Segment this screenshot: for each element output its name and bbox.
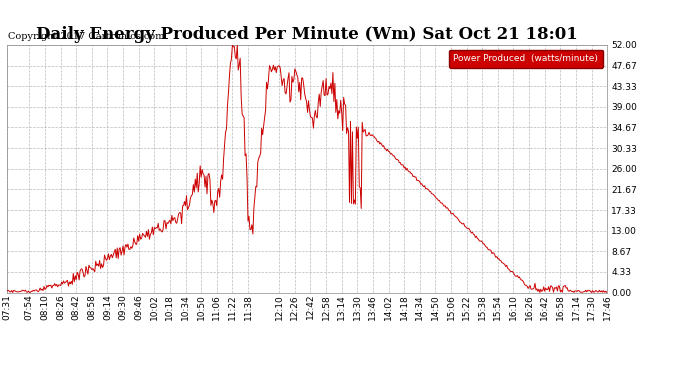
Title: Daily Energy Produced Per Minute (Wm) Sat Oct 21 18:01: Daily Energy Produced Per Minute (Wm) Sa… <box>36 27 578 44</box>
Text: Copyright 2017 Cartronics.com: Copyright 2017 Cartronics.com <box>8 32 165 41</box>
Legend: Power Produced  (watts/minute): Power Produced (watts/minute) <box>448 50 602 68</box>
